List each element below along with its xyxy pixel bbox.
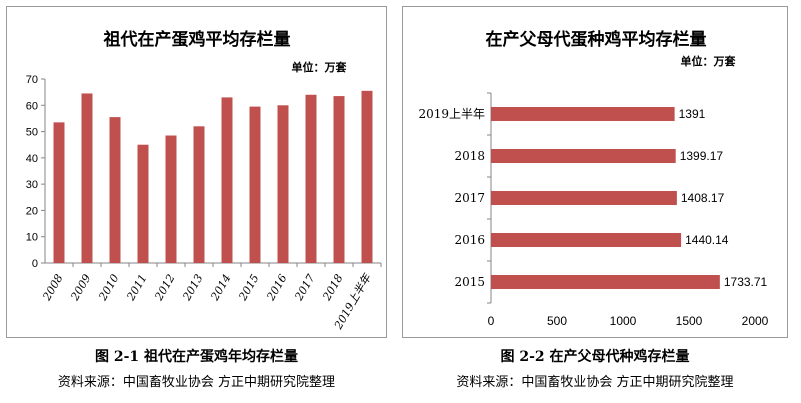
x-tick-label: 2015 <box>236 272 262 304</box>
bar <box>277 105 289 264</box>
data-label: 1399.17 <box>680 149 724 163</box>
data-label: 1440.14 <box>685 233 729 247</box>
bar <box>109 117 121 263</box>
y-tick-label: 2018 <box>454 149 485 163</box>
bar <box>361 90 373 263</box>
y-tick-label: 2019上半年 <box>418 107 485 121</box>
x-tick-label: 2000 <box>742 314 769 328</box>
y-tick-label: 2017 <box>454 191 485 205</box>
figure-caption-left: 图 2-1 祖代在产蛋鸡年均存栏量 <box>94 349 299 365</box>
bar <box>53 122 65 263</box>
bar <box>81 93 93 263</box>
bar <box>193 126 205 263</box>
x-tick-label: 2016 <box>264 272 290 304</box>
y-tick-label: 0 <box>32 258 38 270</box>
x-tick-label: 2009 <box>68 272 94 304</box>
bar <box>221 97 233 264</box>
y-tick-label: 70 <box>26 74 38 86</box>
bar <box>165 135 177 263</box>
y-tick-label: 20 <box>26 205 38 217</box>
y-tick-label: 30 <box>26 179 38 191</box>
x-tick-label: 2014 <box>208 272 234 304</box>
figure-caption-right: 图 2-2 在产父母代种鸡存栏量 <box>500 349 690 365</box>
y-tick-label: 60 <box>26 100 38 112</box>
y-tick-label: 2016 <box>454 233 485 247</box>
bar <box>333 96 345 263</box>
y-tick-label: 50 <box>26 127 38 139</box>
bar <box>305 94 317 264</box>
y-tick-label: 10 <box>26 232 38 244</box>
bar <box>137 144 149 263</box>
data-label: 1408.17 <box>681 191 725 205</box>
x-tick-label: 500 <box>547 314 567 328</box>
x-tick-label: 2018 <box>320 272 346 304</box>
x-tick-label: 0 <box>488 314 495 328</box>
bar <box>491 191 677 205</box>
source-note-left: 资料来源：中国畜牧业协会 方正中期研究院整理 <box>57 375 336 390</box>
x-tick-label: 2011 <box>124 272 150 304</box>
x-tick-label: 2012 <box>152 272 178 304</box>
x-tick-label: 2013 <box>180 272 206 304</box>
x-tick-label: 1000 <box>610 314 637 328</box>
x-tick-label: 2010 <box>96 272 122 304</box>
chart-title: 祖代在产蛋鸡平均存栏量 <box>103 29 291 50</box>
y-tick-label: 2015 <box>454 275 485 289</box>
bar <box>491 107 675 121</box>
chart-panel-left: 祖代在产蛋鸡平均存栏量 单位：万套 0 10 20 30 40 50 60 70 2008 2009 2… <box>6 6 387 338</box>
unit-label: 单位：万套 <box>681 54 737 68</box>
bar <box>491 275 720 289</box>
unit-label: 单位：万套 <box>292 60 348 74</box>
bar <box>249 106 261 263</box>
source-note-right: 资料来源：中国畜牧业协会 方正中期研究院整理 <box>456 375 734 390</box>
x-tick-label: 1500 <box>676 314 703 328</box>
x-tick-label: 2017 <box>292 272 318 304</box>
x-tick-label: 2008 <box>40 272 66 304</box>
bar <box>491 233 682 247</box>
data-label: 1391 <box>679 107 706 121</box>
bar <box>491 149 676 163</box>
chart-panel-right: 在产父母代蛋种鸡平均存栏量单位：万套 2019上半年 1391 2018 1399.17… <box>402 6 788 338</box>
y-tick-label: 40 <box>26 153 38 165</box>
chart-title: 在产父母代蛋种鸡平均存栏量 <box>486 29 707 50</box>
data-label: 1733.71 <box>724 275 768 289</box>
